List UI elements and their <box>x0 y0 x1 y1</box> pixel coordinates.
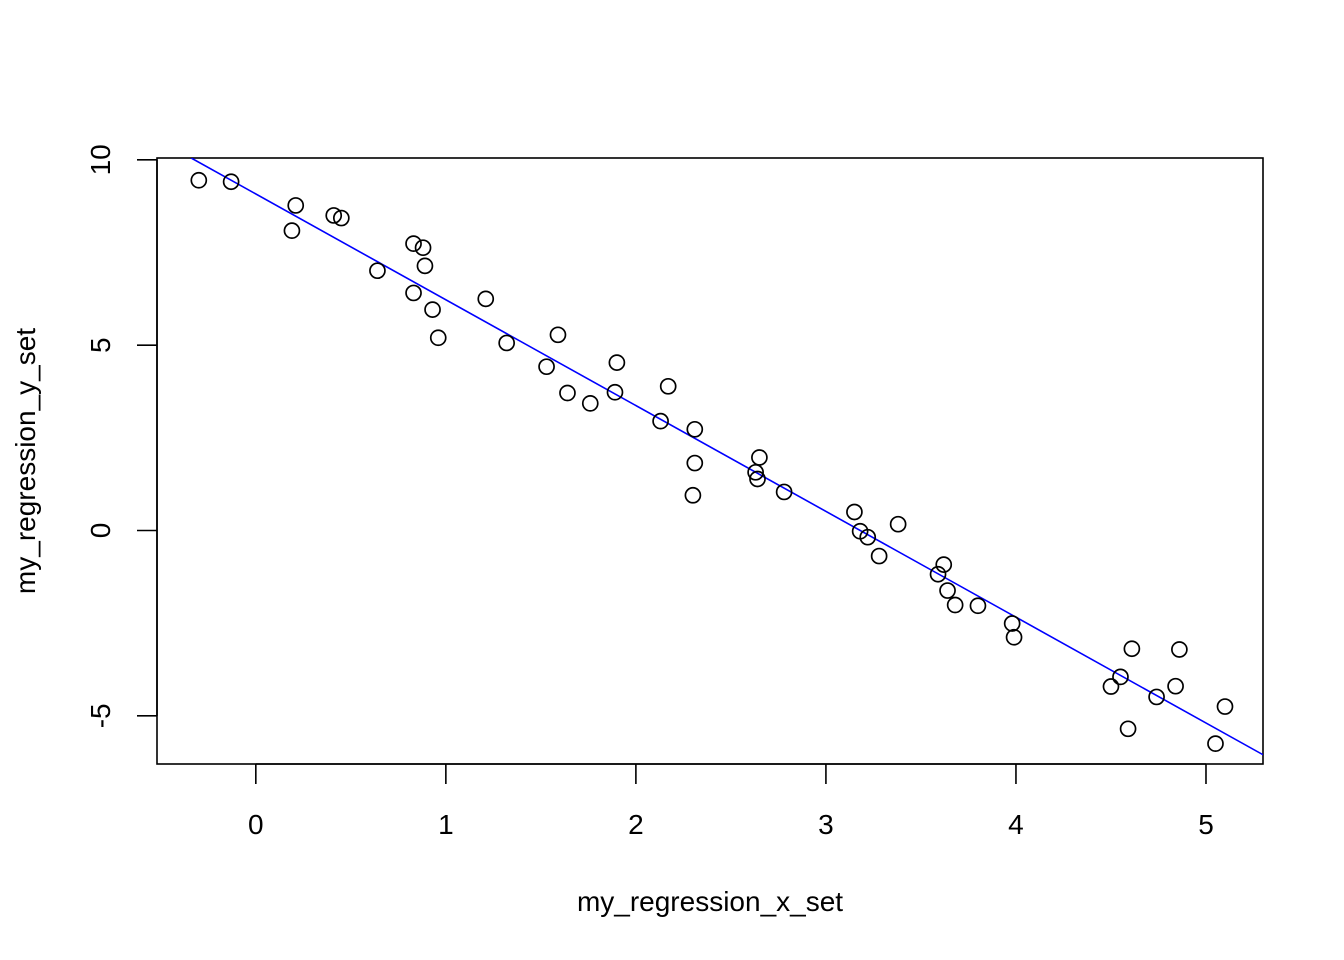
data-point <box>686 454 704 472</box>
data-point <box>1003 615 1021 632</box>
data-point <box>775 483 793 501</box>
data-point <box>659 377 677 395</box>
data-point <box>424 301 441 318</box>
x-axis: 0 1 2 3 4 5 <box>248 763 1214 840</box>
fit-line-layer <box>190 158 1263 756</box>
data-point <box>1171 641 1188 658</box>
data-point <box>684 486 702 504</box>
data-point <box>332 209 350 227</box>
x-tick-label: 2 <box>628 809 644 840</box>
data-point <box>1005 628 1023 646</box>
data-point <box>1119 720 1137 738</box>
data-point <box>405 284 422 302</box>
data-point <box>1112 668 1129 686</box>
data-point <box>1102 678 1120 695</box>
data-point <box>369 262 386 280</box>
data-point <box>870 547 888 565</box>
y-tick-label: 0 <box>85 523 116 539</box>
plot-frame <box>156 157 1264 765</box>
data-point <box>1216 698 1234 715</box>
data-point <box>581 395 599 412</box>
regression-line <box>190 158 1263 756</box>
data-point <box>287 197 305 214</box>
data-point <box>929 565 947 583</box>
data-point <box>429 329 447 347</box>
y-tick-label: 10 <box>85 144 116 175</box>
data-point <box>416 257 434 275</box>
data-point <box>859 528 877 546</box>
data-point <box>608 354 626 371</box>
points-layer <box>190 171 1234 752</box>
y-axis: -5 0 5 10 <box>85 144 158 728</box>
data-point <box>325 207 343 224</box>
data-point <box>939 582 956 599</box>
data-point <box>686 420 704 438</box>
data-point <box>751 449 768 466</box>
x-tick-label: 4 <box>1008 809 1024 840</box>
data-point <box>749 470 766 488</box>
data-point <box>283 222 301 239</box>
data-point <box>405 235 422 252</box>
x-tick-label: 0 <box>248 809 264 840</box>
x-tick-label: 1 <box>438 809 454 840</box>
data-point <box>846 503 863 521</box>
data-point <box>222 173 240 191</box>
data-point <box>190 171 208 189</box>
data-point <box>498 334 516 352</box>
data-point <box>1148 688 1165 706</box>
x-tick-label: 5 <box>1198 809 1214 840</box>
data-point <box>969 597 987 615</box>
data-point <box>559 384 576 402</box>
data-point <box>1123 640 1141 658</box>
data-point <box>538 358 555 376</box>
y-tick-label: -5 <box>85 703 116 728</box>
data-point <box>1167 677 1184 695</box>
data-point <box>935 556 953 573</box>
data-point <box>414 239 432 257</box>
data-point <box>946 596 964 614</box>
y-tick-label: 5 <box>85 337 116 353</box>
data-point <box>549 326 567 344</box>
data-point <box>477 290 495 308</box>
x-axis-title: my_regression_x_set <box>577 886 843 917</box>
data-point <box>606 383 624 401</box>
data-point <box>652 412 669 430</box>
x-tick-label: 3 <box>818 809 834 840</box>
y-axis-title: my_regression_y_set <box>10 328 41 594</box>
data-point <box>889 515 907 533</box>
data-point <box>1207 735 1224 752</box>
